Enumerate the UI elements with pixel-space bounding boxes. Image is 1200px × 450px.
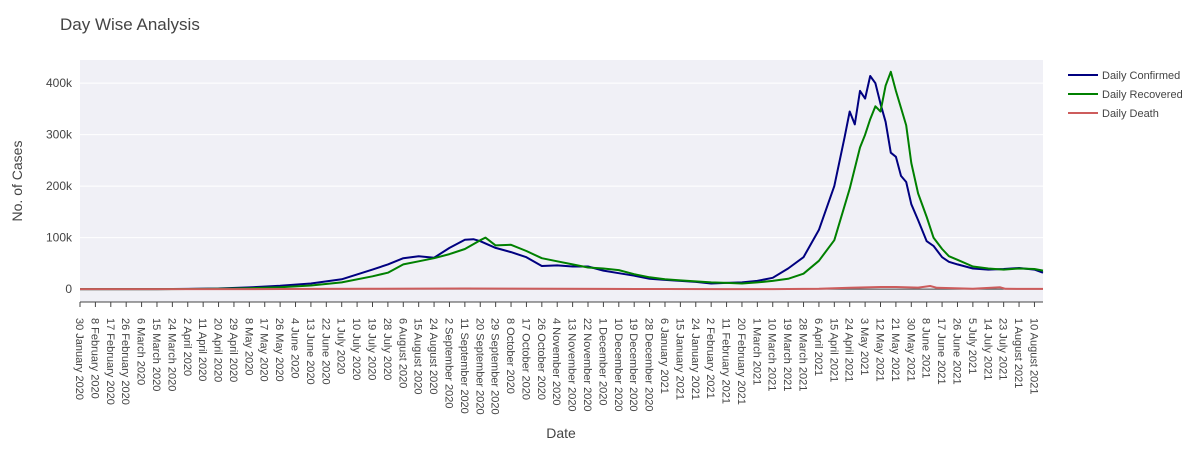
x-tick-label: 17 June 2021 — [935, 318, 947, 385]
x-tick-label: 24 April 2021 — [843, 318, 855, 382]
x-tick-label: 6 August 2020 — [396, 318, 408, 388]
x-tick-label: 1 August 2021 — [1012, 318, 1024, 388]
x-tick-label: 19 March 2021 — [781, 318, 793, 391]
x-tick-label: 2 February 2021 — [704, 318, 716, 399]
x-tick-label: 8 October 2020 — [504, 318, 516, 394]
y-tick-label: 400k — [46, 76, 73, 90]
x-tick-label: 30 January 2020 — [73, 318, 85, 400]
x-tick-label: 24 March 2020 — [165, 318, 177, 391]
x-tick-label: 20 April 2020 — [212, 318, 224, 382]
y-tick-label: 300k — [46, 128, 73, 142]
x-tick-label: 4 June 2020 — [289, 318, 301, 379]
x-tick-label: 29 April 2020 — [227, 318, 239, 382]
x-tick-label: 8 May 2020 — [242, 318, 254, 375]
x-tick-label: 29 September 2020 — [489, 318, 501, 415]
legend-item-daily-death[interactable]: Daily Death — [1068, 108, 1159, 120]
x-tick-label: 15 March 2020 — [150, 318, 162, 391]
x-tick-label: 1 March 2021 — [750, 318, 762, 385]
x-tick-label: 17 October 2020 — [519, 318, 531, 400]
x-tick-label: 11 September 2020 — [458, 318, 470, 414]
x-tick-label: 26 February 2020 — [119, 318, 131, 405]
x-tick-label: 15 January 2021 — [673, 318, 685, 400]
y-axis-title: No. of Cases — [9, 141, 25, 222]
x-tick-label: 5 July 2021 — [966, 318, 978, 374]
x-tick-label: 17 May 2020 — [258, 318, 270, 382]
x-tick-label: 28 March 2021 — [797, 318, 809, 391]
x-tick-label: 26 October 2020 — [535, 318, 547, 400]
series-line-daily-recovered — [80, 70, 1044, 291]
x-tick-label: 4 November 2020 — [550, 318, 562, 405]
x-tick-label: 13 November 2020 — [566, 318, 578, 412]
x-tick-label: 13 June 2020 — [304, 318, 316, 385]
y-tick-labels: 0 100k 200k 300k 400k — [46, 76, 73, 296]
x-tick-label: 11 April 2020 — [196, 318, 208, 381]
x-tick-label: 2 April 2020 — [181, 318, 193, 376]
x-tick-label: 30 May 2021 — [904, 318, 916, 382]
x-tick-label: 10 March 2021 — [766, 318, 778, 391]
legend-label-daily-confirmed: Daily Confirmed — [1102, 70, 1180, 82]
legend-item-daily-confirmed[interactable]: Daily Confirmed — [1068, 70, 1180, 82]
x-tick-label: 26 June 2021 — [950, 318, 962, 385]
x-tick-label: 11 February 2021 — [720, 318, 732, 404]
legend-item-daily-recovered[interactable]: Daily Recovered — [1068, 89, 1183, 101]
x-tick-label: 20 September 2020 — [473, 318, 485, 415]
series-lines — [80, 70, 1044, 291]
legend-label-daily-death: Daily Death — [1102, 108, 1159, 120]
x-tick-label: 15 April 2021 — [827, 318, 839, 382]
legend-label-daily-recovered: Daily Recovered — [1102, 89, 1183, 101]
x-tick-label: 15 August 2020 — [412, 318, 424, 394]
x-tick-label: 12 May 2021 — [874, 318, 886, 382]
x-tick-label: 24 January 2021 — [689, 318, 701, 400]
x-tick-label: 28 December 2020 — [643, 318, 655, 412]
x-tick-label: 3 May 2021 — [858, 318, 870, 375]
x-tick-label: 2 September 2020 — [442, 318, 454, 409]
x-tick-label: 26 May 2020 — [273, 318, 285, 382]
x-tick-label: 8 June 2021 — [920, 318, 932, 379]
x-tick-label: 23 July 2021 — [997, 318, 1009, 380]
x-tick-label: 22 June 2020 — [319, 318, 331, 385]
x-tick-label: 6 March 2020 — [135, 318, 147, 385]
chart-title: Day Wise Analysis — [60, 15, 200, 34]
x-axis-title: Date — [546, 425, 576, 441]
x-tick-label: 1 July 2020 — [335, 318, 347, 374]
x-tick-marks — [79, 302, 1035, 307]
x-tick-label: 8 February 2020 — [88, 318, 100, 399]
x-tick-labels: 30 January 2020 8 February 2020 17 Februar… — [73, 318, 1039, 415]
x-tick-label: 28 July 2020 — [381, 318, 393, 380]
y-tick-label: 100k — [46, 231, 73, 245]
x-tick-label: 10 December 2020 — [612, 318, 624, 412]
series-line-daily-death — [80, 285, 1044, 291]
x-tick-label: 6 January 2021 — [658, 318, 670, 394]
x-tick-label: 14 July 2021 — [981, 318, 993, 380]
x-tick-label: 10 August 2021 — [1027, 318, 1039, 394]
legend[interactable]: Daily Confirmed Daily Recovered Daily De… — [1068, 70, 1183, 120]
y-tick-label: 200k — [46, 179, 73, 193]
x-tick-label: 19 December 2020 — [627, 318, 639, 412]
x-tick-label: 22 November 2020 — [581, 318, 593, 412]
x-tick-label: 19 July 2020 — [365, 318, 377, 380]
x-tick-label: 6 April 2021 — [812, 318, 824, 376]
x-tick-label: 24 August 2020 — [427, 318, 439, 394]
x-tick-label: 17 February 2020 — [104, 318, 116, 405]
x-tick-label: 21 May 2021 — [889, 318, 901, 382]
x-tick-label: 20 February 2021 — [735, 318, 747, 405]
y-tick-label: 0 — [65, 282, 72, 296]
x-tick-label: 1 December 2020 — [596, 318, 608, 405]
x-tick-label: 10 July 2020 — [350, 318, 362, 380]
